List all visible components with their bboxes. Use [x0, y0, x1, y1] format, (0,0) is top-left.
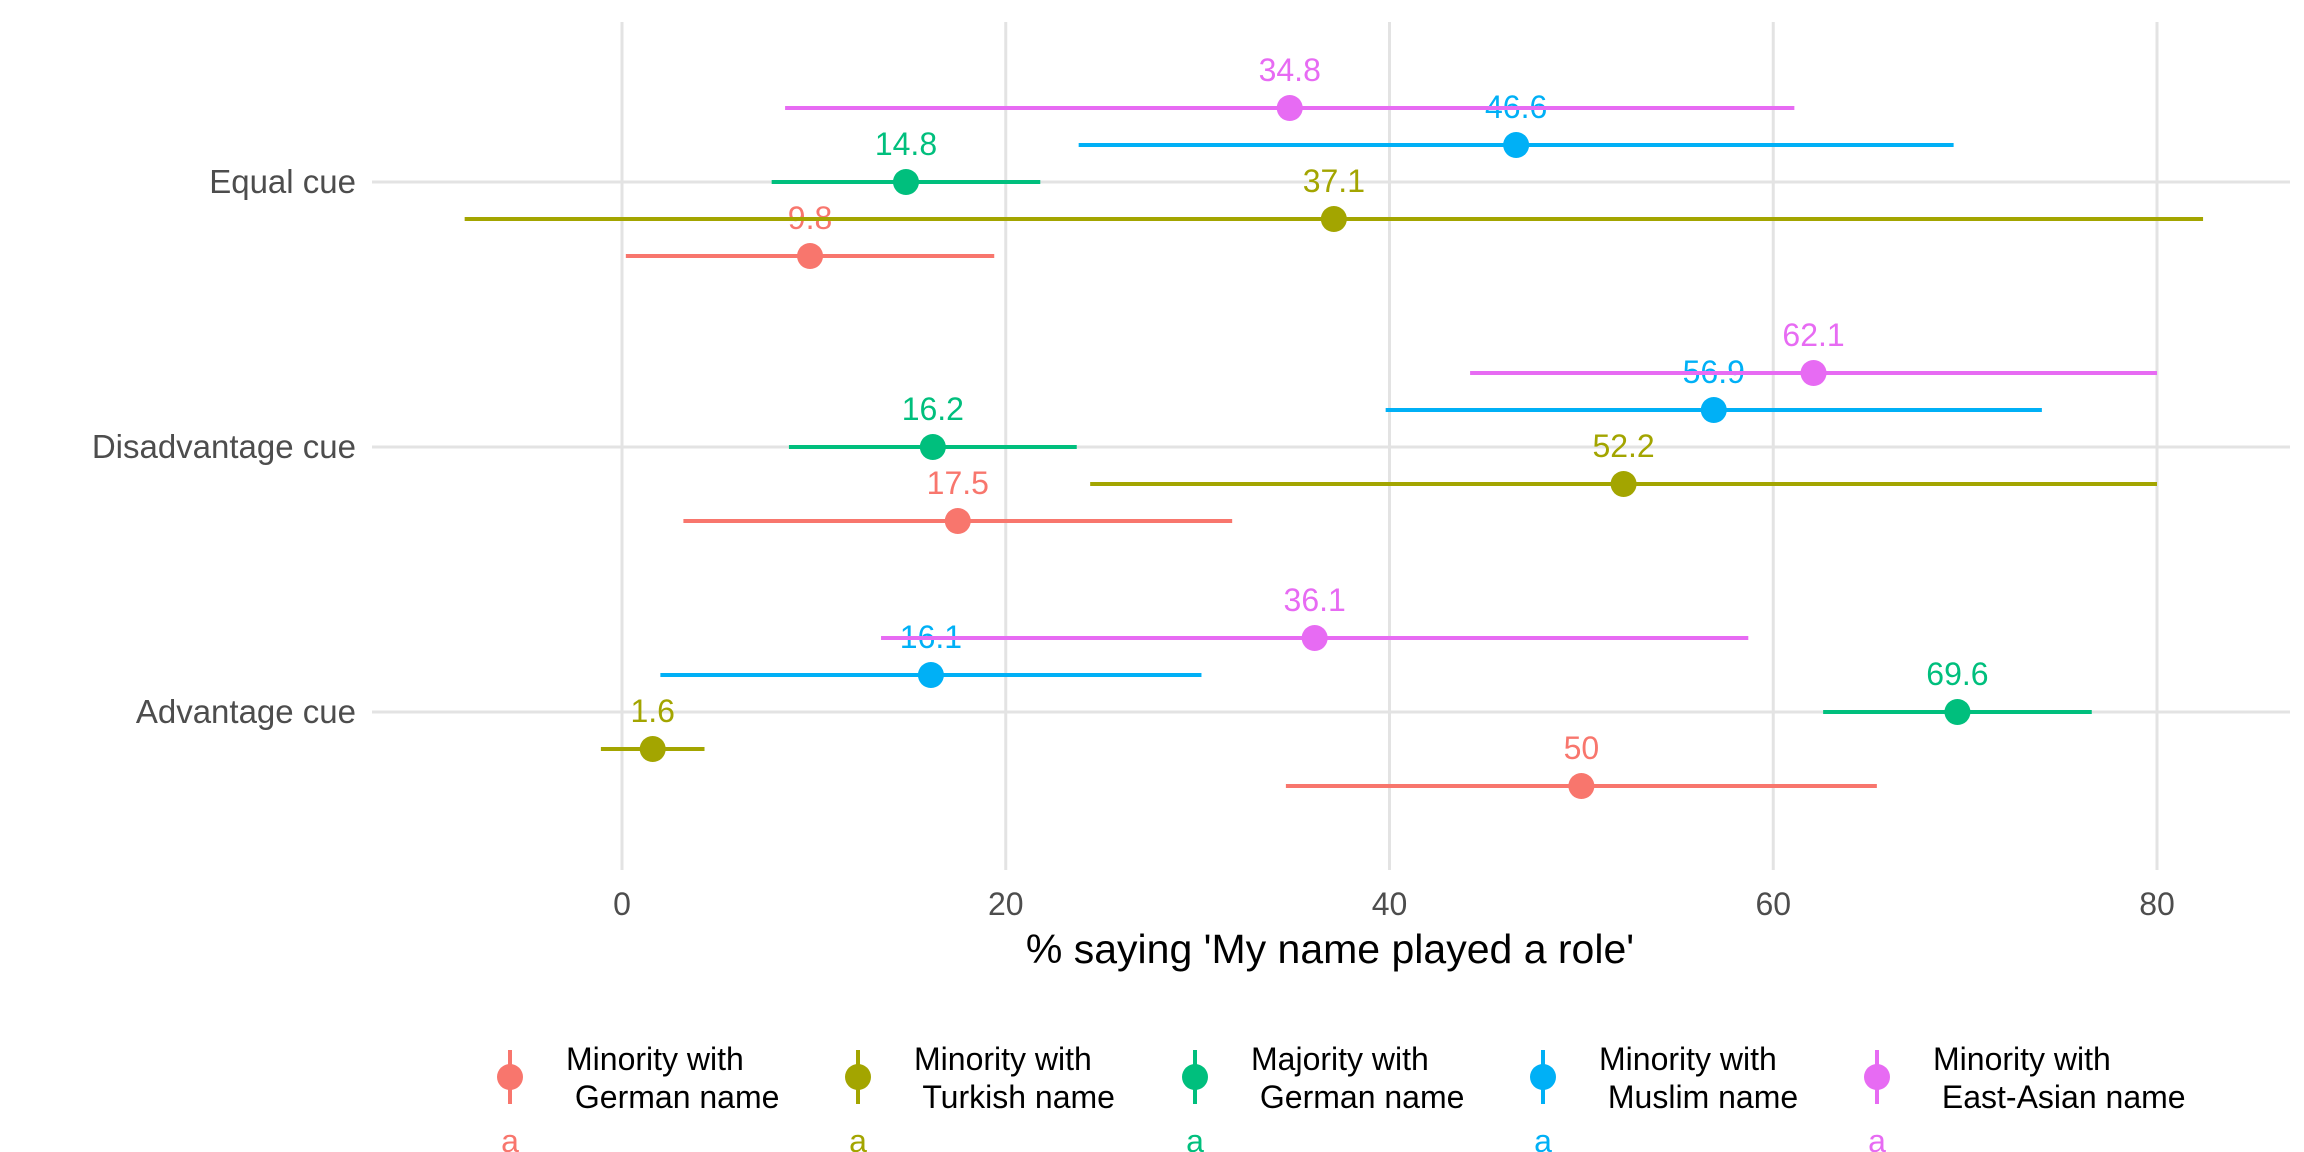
data-point [917, 662, 944, 688]
legend-key-point [497, 1064, 523, 1090]
category-label: Equal cue [209, 163, 356, 200]
data-point [1276, 95, 1303, 121]
x-tick-label: 40 [1372, 886, 1408, 922]
legend-item: Majority with German name a [1182, 1041, 1464, 1152]
data-point [1568, 773, 1595, 799]
data-point [797, 243, 824, 269]
data-point [1610, 471, 1637, 497]
series-group: 14.8 16.2 69.6 [771, 126, 2092, 725]
data-label: 17.5 [927, 465, 989, 501]
legend-key-glyph: a [501, 1123, 519, 1152]
data-point [1944, 699, 1971, 725]
legend-item: Minority with Muslim name a [1530, 1041, 1798, 1152]
legend-item: Minority with German name a [497, 1041, 779, 1152]
data-label: 36.1 [1284, 582, 1346, 618]
legend-key-point [845, 1064, 871, 1090]
data-point [1800, 360, 1827, 386]
x-tick-label: 80 [2139, 886, 2175, 922]
x-tick-label: 60 [1755, 886, 1791, 922]
data-label: 37.1 [1303, 163, 1365, 199]
legend-label: Majority with German name [1251, 1041, 1464, 1115]
legend-item: Minority with East-Asian name a [1864, 1041, 2186, 1152]
data-label: 34.8 [1259, 52, 1321, 88]
legend-label: Minority with East-Asian name [1933, 1041, 2186, 1115]
legend-key-glyph: a [1186, 1123, 1204, 1152]
x-tick-label: 0 [613, 886, 631, 922]
legend-label: Minority with German name [566, 1041, 779, 1115]
data-label: 14.8 [875, 126, 937, 162]
data-point [1301, 625, 1328, 651]
data-point [639, 736, 666, 762]
legend-key-glyph: a [1534, 1123, 1552, 1152]
legend-item: Minority with Turkish name a [845, 1041, 1115, 1152]
data-label: 69.6 [1926, 656, 1988, 692]
data-label: 52.2 [1592, 428, 1654, 464]
data-point [944, 508, 971, 534]
data-series: 9.817.55037.152.21.614.816.269.646.656.9… [464, 52, 2204, 799]
data-point [1503, 132, 1530, 158]
legend-label: Minority with Muslim name [1599, 1041, 1798, 1115]
category-label: Disadvantage cue [92, 428, 356, 465]
x-tick-label: 20 [988, 886, 1024, 922]
data-label: 50 [1564, 730, 1600, 766]
series-group: 9.817.550 [625, 200, 1877, 799]
data-point [1700, 397, 1727, 423]
legend-key-glyph: a [849, 1123, 867, 1152]
legend-key-glyph: a [1868, 1123, 1886, 1152]
data-point [919, 434, 946, 460]
data-point [1320, 206, 1347, 232]
legend-key-point [1864, 1064, 1890, 1090]
series-group: 34.8 62.1 36.1 [785, 52, 2157, 651]
x-axis-title: % saying 'My name played a role' [1026, 926, 1634, 972]
category-label: Advantage cue [136, 693, 356, 730]
legend-key-point [1530, 1064, 1556, 1090]
legend-key-point [1182, 1064, 1208, 1090]
data-label: 1.6 [630, 693, 674, 729]
data-point [892, 169, 919, 195]
series-group: 37.1 52.2 1.6 [464, 163, 2204, 762]
data-label: 62.1 [1782, 317, 1844, 353]
legend-label: Minority with Turkish name [914, 1041, 1115, 1115]
x-axis: 0 20 40 60 80 [613, 886, 2175, 922]
grid [372, 22, 2290, 870]
data-label: 16.2 [902, 391, 964, 427]
category-axis: Equal cue Disadvantage cue Advantage cue [92, 163, 356, 730]
